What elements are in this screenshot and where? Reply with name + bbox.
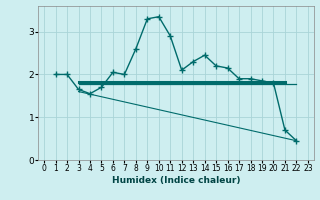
X-axis label: Humidex (Indice chaleur): Humidex (Indice chaleur)	[112, 176, 240, 185]
